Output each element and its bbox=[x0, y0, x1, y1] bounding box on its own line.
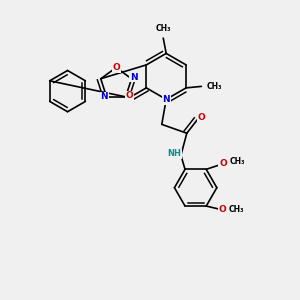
Text: CH₃: CH₃ bbox=[155, 24, 171, 33]
Text: N: N bbox=[162, 95, 170, 104]
Text: O: O bbox=[218, 205, 226, 214]
Text: O: O bbox=[125, 92, 133, 100]
Text: O: O bbox=[198, 112, 206, 122]
Text: O: O bbox=[112, 63, 120, 72]
Text: NH: NH bbox=[167, 149, 182, 158]
Text: CH₃: CH₃ bbox=[207, 82, 222, 91]
Text: CH₃: CH₃ bbox=[230, 157, 245, 166]
Text: N: N bbox=[100, 92, 108, 101]
Text: CH₃: CH₃ bbox=[229, 205, 244, 214]
Text: N: N bbox=[130, 73, 138, 82]
Text: O: O bbox=[219, 159, 227, 168]
